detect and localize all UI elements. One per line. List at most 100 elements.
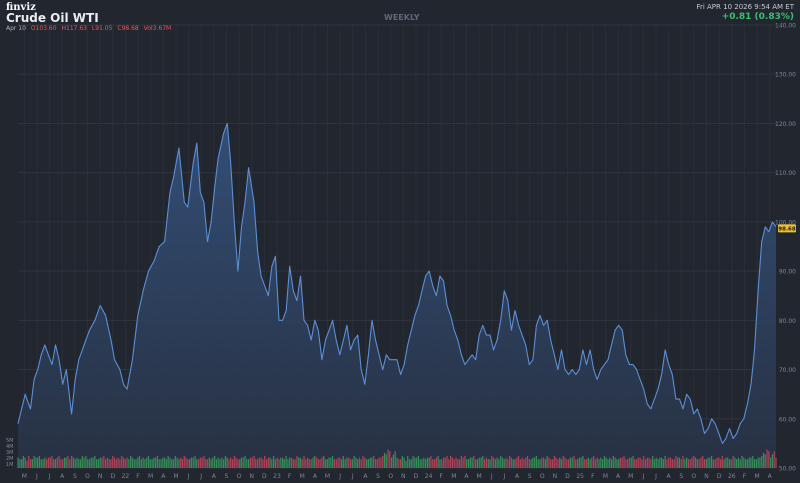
volume-bar: [544, 459, 547, 468]
volume-bar: [106, 457, 109, 468]
volume-bar: [374, 459, 377, 468]
price-change: +0.81 (0.83%): [721, 12, 794, 22]
y-tick-label: 60.00: [779, 416, 796, 423]
volume-bar: [718, 457, 720, 468]
x-tick-label: A: [667, 473, 672, 480]
volume-bar: [31, 459, 33, 468]
volume-bar: [357, 459, 359, 468]
x-axis: M J J A S O N D 22 F M A M J J A S O N D 23 F M A M J J A S O N D 24 F M A M…: [22, 473, 773, 480]
volume-bar: [748, 457, 750, 468]
price-area-fill: [18, 123, 776, 469]
x-tick-label: J: [654, 473, 657, 480]
volume-bar: [103, 456, 105, 468]
volume-bar: [112, 456, 114, 468]
volume-bar: [44, 457, 46, 468]
volume-bar: [559, 457, 561, 468]
volume-bar: [766, 449, 768, 468]
volume-bar: [174, 456, 176, 468]
volume-bar: [362, 456, 364, 468]
volume-bar: [287, 459, 289, 468]
volume-bar: [516, 457, 518, 468]
volume-bar: [267, 457, 269, 468]
volume-bar: [187, 459, 189, 468]
volume-bar: [675, 456, 677, 468]
volume-bar: [392, 454, 395, 468]
volume-bar: [124, 459, 126, 468]
x-tick-label: N: [249, 473, 254, 480]
volume-bar: [639, 457, 641, 468]
ohlc-date: Apr 10: [6, 25, 26, 32]
volume-bar: [603, 456, 606, 468]
volume-bar: [314, 456, 316, 468]
volume-bars: [17, 449, 777, 468]
volume-bar: [396, 457, 398, 468]
volume-bar: [571, 457, 573, 468]
volume-bar: [484, 459, 486, 468]
ohlc-readout: Apr 10 O103.60 H117.63 L91.05 C98.68 Vol…: [6, 25, 174, 32]
volume-bar: [348, 457, 350, 468]
volume-bar: [262, 459, 264, 468]
price-area: [18, 123, 776, 469]
volume-bar: [498, 459, 500, 468]
volume-bar: [505, 457, 507, 468]
volume-bar: [394, 451, 396, 468]
datetime-label: Fri APR 10 2026 9:54 AM ET: [696, 3, 794, 11]
volume-bar: [79, 459, 82, 468]
volume-bar: [519, 459, 521, 468]
volume-bar: [367, 459, 370, 468]
x-tick-label: O: [540, 473, 545, 480]
volume-bar: [315, 457, 318, 468]
last-price-label: 98.68: [778, 227, 796, 233]
volume-bar: [686, 457, 688, 468]
volume-bar: [105, 459, 107, 468]
volume-bar: [677, 457, 679, 468]
volume-bar: [276, 457, 278, 468]
x-tick-label: S: [73, 473, 77, 480]
volume-bar: [26, 460, 28, 468]
volume-bar: [24, 457, 26, 468]
volume-bar: [530, 459, 532, 468]
x-tick-label: D: [262, 473, 267, 480]
volume-bar: [764, 454, 766, 468]
volume-bar: [635, 459, 638, 468]
x-tick-label: J: [199, 473, 202, 480]
volume-bar: [178, 459, 180, 468]
volume-bar: [487, 459, 489, 468]
volume-bar: [641, 459, 643, 468]
volume-bar: [214, 456, 216, 468]
volume-bar: [249, 457, 252, 468]
volume-bar: [296, 456, 298, 468]
volume-bar: [385, 454, 387, 468]
volume-bar: [97, 459, 100, 468]
volume-bar: [723, 459, 725, 468]
volume-bar: [473, 456, 475, 468]
x-tick-label: D: [110, 473, 115, 480]
volume-bar: [206, 459, 209, 468]
volume-tick-label: 4M: [6, 444, 14, 450]
x-tick-label: S: [225, 473, 229, 480]
volume-bar: [176, 457, 178, 468]
finviz-logo[interactable]: finviz: [6, 2, 36, 13]
volume-bar: [233, 456, 235, 468]
volume-bar: [344, 459, 346, 468]
volume-bar: [425, 459, 427, 468]
volume-bar: [589, 459, 591, 468]
volume-bar: [190, 457, 193, 468]
x-tick-label: A: [212, 473, 217, 480]
x-tick-label: N: [553, 473, 558, 480]
volume-bar: [669, 457, 672, 468]
timeframe-label[interactable]: WEEKLY: [384, 13, 420, 22]
volume-bar: [171, 459, 173, 468]
volume-bar: [437, 456, 439, 468]
volume-bar: [335, 459, 337, 468]
volume-bar: [709, 457, 711, 468]
x-tick-label: F: [136, 473, 140, 480]
volume-bar: [328, 457, 330, 468]
volume-bar: [600, 457, 602, 468]
volume-bar: [164, 457, 166, 468]
volume-bar: [185, 457, 187, 468]
volume-bar: [714, 459, 716, 468]
volume-bar: [741, 456, 743, 468]
volume-bar: [627, 459, 629, 468]
volume-bar: [228, 459, 230, 468]
